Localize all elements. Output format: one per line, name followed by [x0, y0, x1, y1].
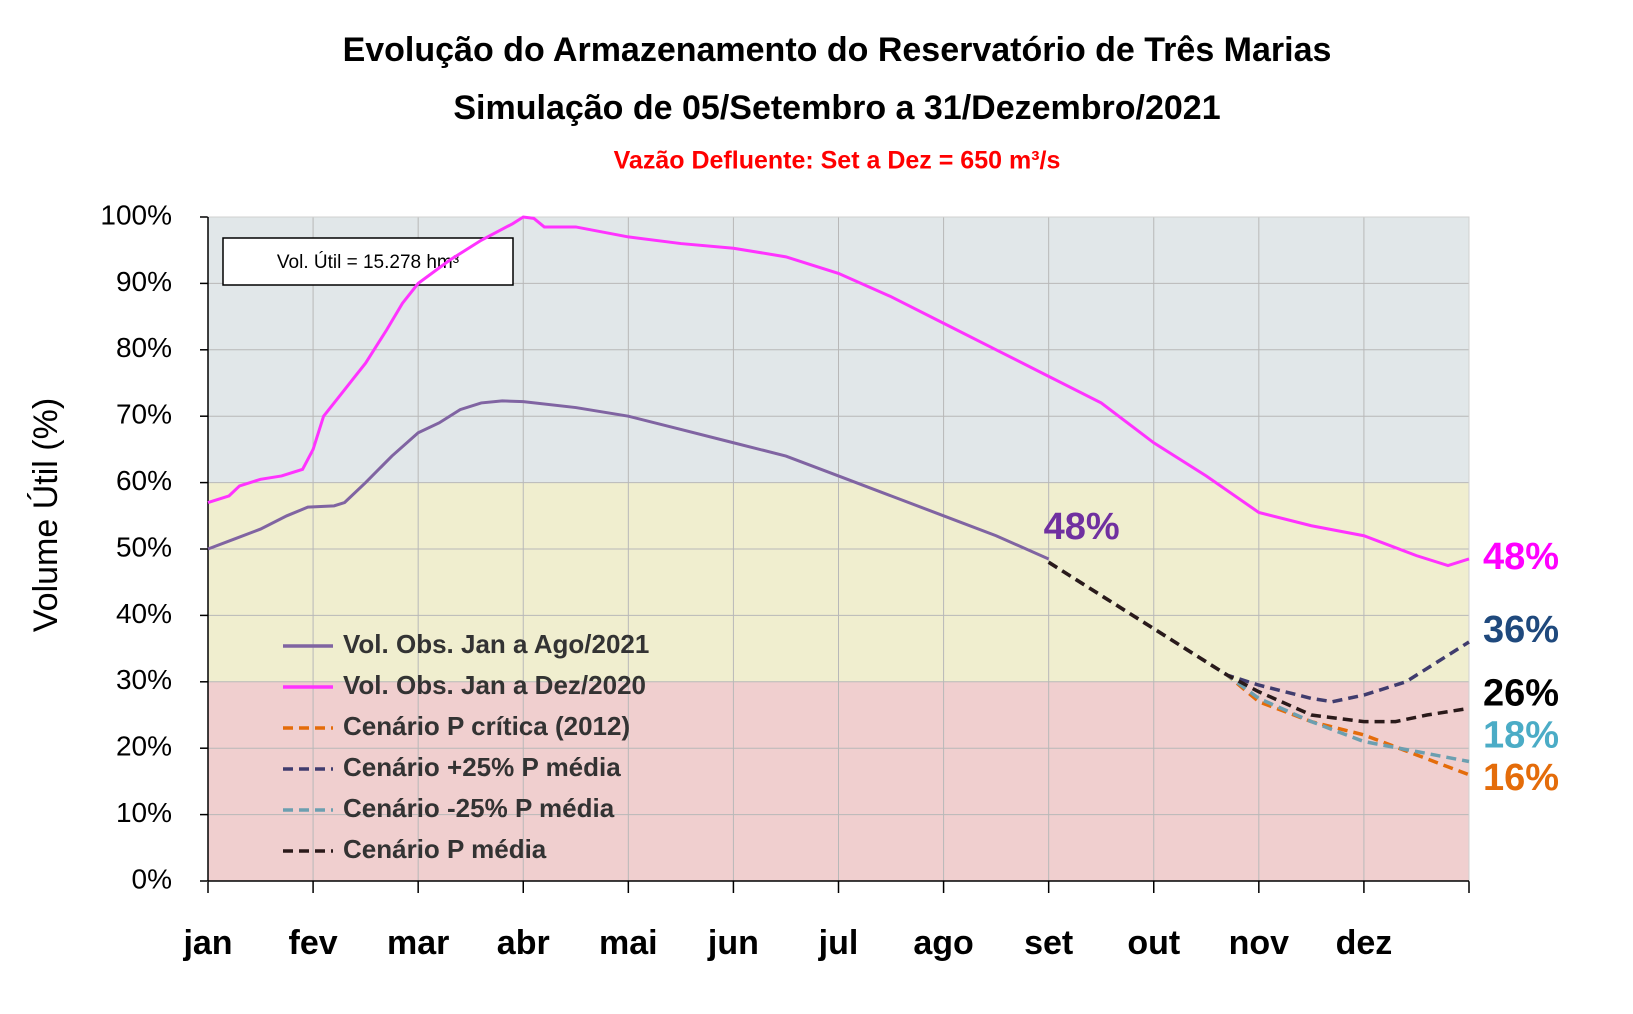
series-line: [207, 399, 1050, 561]
x-tick-label: nov: [1229, 924, 1290, 962]
value-label: 48%: [1044, 506, 1120, 548]
chart-title: Evolução do Armazenamento do Reservatóri…: [343, 31, 1332, 69]
y-tick-label: 70%: [116, 399, 172, 430]
legend-label: Cenário P média: [343, 834, 547, 864]
legend-label: Vol. Obs. Jan a Ago/2021: [343, 629, 649, 659]
y-tick-label: 80%: [116, 332, 172, 363]
legend-label: Cenário P crítica (2012): [343, 711, 630, 741]
x-tick-label: ago: [913, 924, 973, 962]
chart-subtitle: Vazão Defluente: Set a Dez = 650 m³/s: [614, 147, 1061, 175]
x-tick-label: set: [1024, 924, 1073, 962]
note-box: [222, 237, 514, 286]
x-tick-label: fev: [289, 924, 338, 962]
x-tick-label: dez: [1336, 924, 1393, 962]
legend-label: Cenário -25% P média: [343, 793, 615, 823]
y-axis-label: Volume Útil (%): [27, 398, 65, 632]
legend-label: Vol. Obs. Jan a Dez/2020: [343, 670, 646, 700]
legend-label: Cenário +25% P média: [343, 752, 621, 782]
chart-title: Simulação de 05/Setembro a 31/Dezembro/2…: [453, 89, 1220, 127]
value-label: 16%: [1483, 757, 1559, 799]
x-tick-label: jan: [182, 924, 232, 962]
x-tick-label: jun: [707, 924, 759, 962]
y-tick-label: 100%: [100, 199, 172, 230]
note: Vol. Útil = 15.278 hm³: [277, 251, 459, 273]
series-line: [1047, 560, 1470, 724]
x-tick-label: out: [1127, 924, 1180, 962]
series-line: [207, 215, 1470, 568]
y-tick-label: 10%: [116, 797, 172, 828]
y-tick-label: 20%: [116, 731, 172, 762]
y-tick-label: 60%: [116, 465, 172, 496]
y-tick-label: 90%: [116, 266, 172, 297]
value-label: 36%: [1483, 609, 1559, 651]
y-tick-label: 0%: [132, 863, 172, 894]
y-tick-label: 30%: [116, 664, 172, 695]
x-tick-label: abr: [497, 924, 550, 962]
y-tick-label: 50%: [116, 531, 172, 562]
y-tick-label: 40%: [116, 598, 172, 629]
value-label: 18%: [1483, 715, 1559, 757]
x-tick-label: mar: [387, 924, 449, 962]
value-label: 26%: [1483, 672, 1559, 714]
value-label: 48%: [1483, 536, 1559, 578]
x-tick-label: jul: [818, 924, 859, 962]
series-line: [1047, 560, 1470, 764]
x-tick-label: mai: [599, 924, 658, 962]
